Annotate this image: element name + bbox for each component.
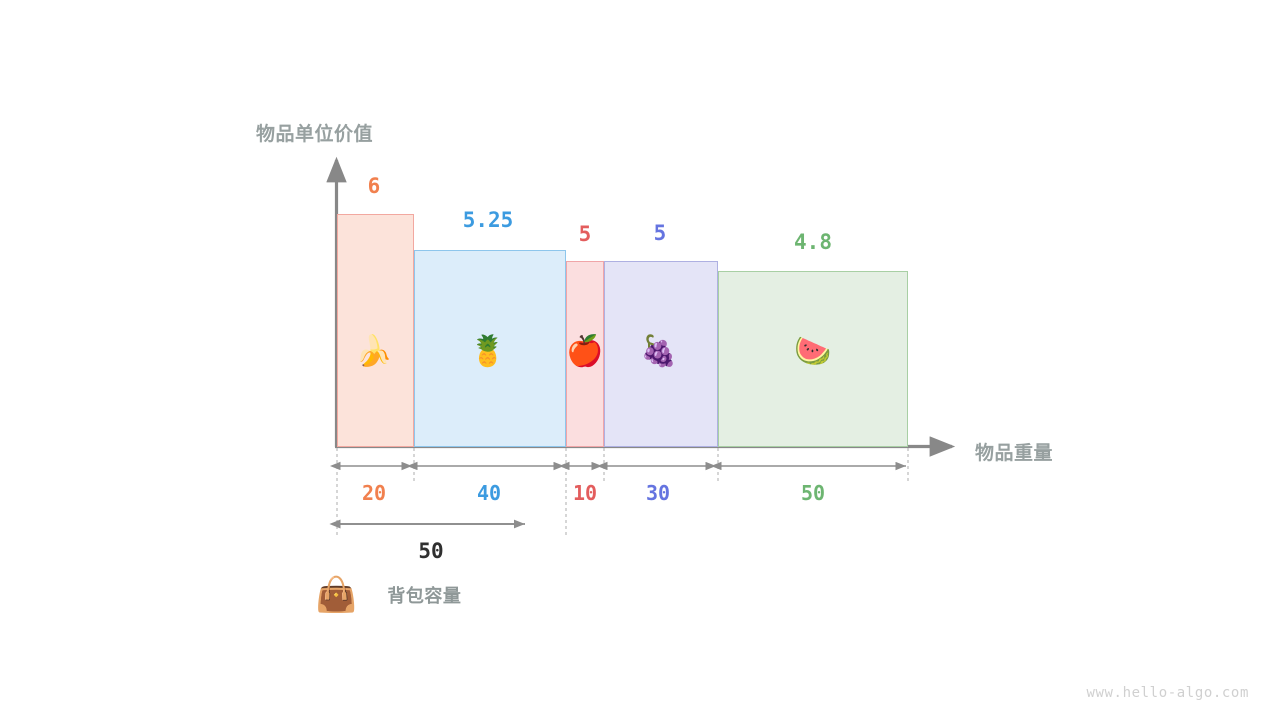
- knapsack-capacity-label: 50: [418, 539, 444, 563]
- value-label-item-4: 4.8: [794, 230, 832, 254]
- x-axis-title: 物品重量: [975, 442, 1054, 464]
- weight-label-item-3: 30: [645, 481, 671, 505]
- weight-label-item-0: 20: [361, 481, 387, 505]
- fruit-icon-grapes: 🍇: [640, 334, 678, 369]
- value-label-item-2: 5: [578, 222, 592, 246]
- bar-item-2[interactable]: [566, 261, 604, 447]
- bar-item-4[interactable]: [718, 271, 908, 447]
- handbag-icon: 👜: [315, 575, 358, 615]
- bar-item-1[interactable]: [414, 250, 566, 447]
- fruit-icon-watermelon: 🍉: [794, 334, 832, 369]
- legend-label: 背包容量: [387, 586, 462, 607]
- weight-label-item-2: 10: [572, 481, 598, 505]
- fruit-icon-pineapple: 🍍: [469, 334, 507, 369]
- legend: 👜 背包容量: [315, 578, 461, 612]
- weight-label-item-4: 50: [800, 481, 826, 505]
- weight-label-item-1: 40: [476, 481, 502, 505]
- bar-item-3[interactable]: [604, 261, 718, 447]
- fruit-icon-apple: 🍎: [566, 334, 604, 369]
- value-label-item-0: 6: [367, 174, 381, 198]
- watermark: www.hello-algo.com: [1086, 685, 1249, 701]
- value-label-item-3: 5: [653, 221, 667, 245]
- value-label-item-1: 5.25: [462, 208, 514, 232]
- fruit-icon-banana: 🍌: [355, 334, 393, 369]
- bar-item-0[interactable]: [337, 214, 414, 447]
- y-axis-title: 物品单位价值: [256, 123, 374, 145]
